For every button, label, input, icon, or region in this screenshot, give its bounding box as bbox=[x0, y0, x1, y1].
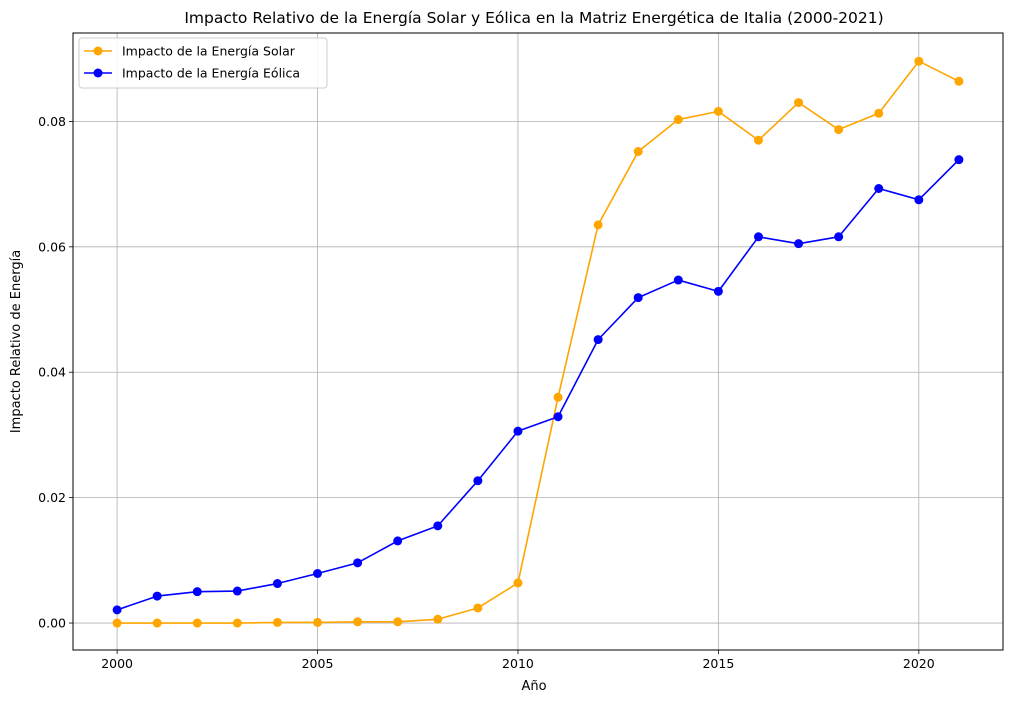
series-eolica bbox=[112, 155, 964, 615]
data-point bbox=[753, 135, 763, 145]
series-layer bbox=[112, 56, 964, 628]
x-tick-label: 2010 bbox=[502, 656, 534, 671]
y-tick-label: 0.08 bbox=[38, 114, 66, 129]
data-point bbox=[954, 155, 964, 165]
legend-frame bbox=[78, 37, 328, 89]
data-point bbox=[954, 76, 964, 86]
y-axis-label: Impacto Relativo de Energía bbox=[9, 250, 24, 433]
data-point bbox=[112, 618, 122, 628]
data-point bbox=[553, 392, 563, 402]
data-point bbox=[633, 293, 643, 303]
y-tick-label: 0.00 bbox=[38, 616, 66, 631]
data-point bbox=[192, 618, 202, 628]
data-point bbox=[433, 614, 443, 624]
legend-entry: Impacto de la Energía Solar bbox=[84, 44, 296, 59]
x-axis-label: Año bbox=[521, 679, 546, 694]
data-point bbox=[232, 618, 242, 628]
x-tick-label: 2000 bbox=[101, 656, 133, 671]
data-point bbox=[313, 617, 323, 627]
data-point bbox=[393, 617, 403, 627]
data-point bbox=[272, 579, 282, 589]
y-tick-label: 0.02 bbox=[38, 490, 66, 505]
data-point bbox=[874, 108, 884, 118]
legend-entries: Impacto de la Energía Solar Impacto de la… bbox=[84, 44, 300, 81]
legend: Impacto de la Energía Solar Impacto de la… bbox=[78, 37, 328, 89]
data-point bbox=[593, 335, 603, 345]
data-point bbox=[914, 195, 924, 205]
data-point bbox=[353, 558, 363, 568]
plot-area-frame bbox=[72, 32, 1004, 651]
data-point bbox=[232, 586, 242, 596]
grid bbox=[73, 33, 1003, 650]
data-point bbox=[473, 476, 483, 486]
legend-marker bbox=[93, 68, 103, 78]
data-point bbox=[152, 618, 162, 628]
data-point bbox=[513, 426, 523, 436]
chart-title: Impacto Relativo de la Energía Solar y E… bbox=[184, 9, 883, 27]
data-point bbox=[353, 617, 363, 627]
data-point bbox=[433, 521, 443, 531]
series-line bbox=[117, 60, 960, 624]
data-point bbox=[914, 56, 924, 66]
data-point bbox=[834, 125, 844, 135]
legend-marker bbox=[93, 46, 103, 56]
data-point bbox=[192, 587, 202, 597]
y-tick-label: 0.04 bbox=[38, 365, 66, 380]
x-tick-label: 2005 bbox=[302, 656, 334, 671]
data-point bbox=[553, 412, 563, 422]
data-point bbox=[593, 220, 603, 230]
legend-label: Impacto de la Energía Eólica bbox=[122, 66, 300, 81]
data-point bbox=[473, 603, 483, 613]
data-point bbox=[513, 578, 523, 588]
data-point bbox=[272, 617, 282, 627]
data-point bbox=[794, 239, 804, 249]
x-tick-label: 2020 bbox=[903, 656, 935, 671]
series-line bbox=[116, 159, 960, 611]
data-point bbox=[633, 147, 643, 157]
data-point bbox=[794, 98, 804, 108]
data-point bbox=[713, 106, 723, 116]
data-point bbox=[713, 286, 723, 296]
data-point bbox=[152, 591, 162, 601]
y-tick-label: 0.06 bbox=[38, 239, 66, 254]
data-point bbox=[874, 184, 884, 194]
data-point bbox=[673, 275, 683, 285]
legend-entry: Impacto de la Energía Eólica bbox=[84, 66, 300, 81]
data-point bbox=[393, 536, 403, 546]
x-tick-label: 2015 bbox=[702, 656, 734, 671]
data-point bbox=[753, 232, 763, 242]
data-point bbox=[673, 115, 683, 125]
series-solar bbox=[112, 56, 964, 628]
data-point bbox=[313, 569, 323, 579]
axis-ticks: 2000 2005 2010 2015 2020 0.00 0.02 0.04 0.06 0.08 bbox=[38, 114, 935, 671]
legend-label: Impacto de la Energía Solar bbox=[122, 44, 296, 59]
data-point bbox=[112, 605, 122, 615]
data-point bbox=[834, 232, 844, 242]
